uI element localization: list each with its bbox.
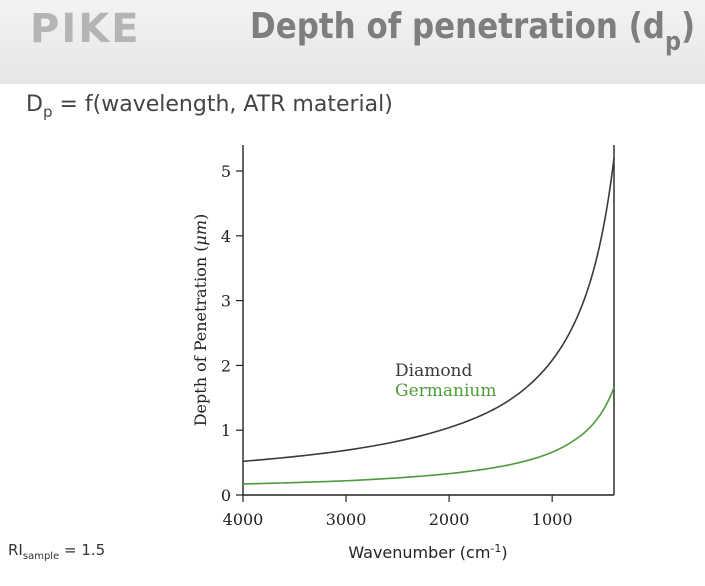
series-line-diamond xyxy=(242,157,615,463)
subtitle-rest: = f(wavelength, ATR material) xyxy=(52,92,393,117)
x-axis-label-superscript: -1 xyxy=(490,542,501,555)
y-tick-label: 5 xyxy=(221,162,231,181)
x-tick-label: 1000 xyxy=(532,510,573,529)
y-axis-label: Depth of Penetration (μm) xyxy=(191,214,210,427)
title-close: ) xyxy=(680,6,696,47)
y-axis-label-prefix: Depth of Penetration ( xyxy=(191,246,210,427)
series-layer xyxy=(242,157,615,485)
pike-logo: PIKE xyxy=(30,6,141,52)
axes-layer xyxy=(236,145,615,502)
x-tick-label: 2000 xyxy=(429,510,470,529)
x-axis-label-suffix: ) xyxy=(501,543,507,562)
ri-rest: = 1.5 xyxy=(59,541,106,559)
legend-label-germanium: Germanium xyxy=(395,381,496,401)
y-tick-label: 3 xyxy=(221,292,231,311)
subtitle-prefix: D xyxy=(26,92,43,117)
y-tick-label: 1 xyxy=(221,421,231,440)
formula-subtitle: Dp = f(wavelength, ATR material) xyxy=(26,92,393,121)
y-tick-label: 0 xyxy=(221,486,231,505)
y-axis-label-suffix: ) xyxy=(191,214,210,220)
header-bar: PIKE Depth of penetration (dp) xyxy=(0,0,705,84)
series-line-germanium xyxy=(242,387,615,485)
page-title: Depth of penetration (dp) xyxy=(250,6,695,57)
x-axis-label: Wavenumber (cm-1) xyxy=(348,542,507,562)
title-subscript: p xyxy=(664,27,681,57)
legend-label-diamond: Diamond xyxy=(395,361,473,381)
y-tick-label: 4 xyxy=(221,227,231,246)
x-tick-label: 4000 xyxy=(223,510,264,529)
ri-sample-note: RIsample = 1.5 xyxy=(8,541,105,562)
subtitle-subscript: p xyxy=(42,103,53,121)
y-axis-label-unit: μm xyxy=(191,220,210,246)
ri-prefix: RI xyxy=(8,541,23,559)
x-axis-label-prefix: Wavenumber (cm xyxy=(348,543,490,562)
y-tick-label: 2 xyxy=(221,356,231,375)
ri-subscript: sample xyxy=(22,551,60,562)
title-main: Depth of penetration (d xyxy=(250,6,665,47)
x-tick-label: 3000 xyxy=(326,510,367,529)
